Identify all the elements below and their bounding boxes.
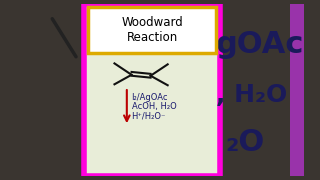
Bar	[84, 4, 220, 176]
Text: , H₂O: , H₂O	[216, 83, 287, 107]
Bar	[88, 7, 216, 53]
Text: AcOH, H₂O: AcOH, H₂O	[132, 102, 176, 111]
Text: I₂/AgOAc: I₂/AgOAc	[132, 93, 168, 102]
Bar	[290, 4, 304, 176]
Text: gOAc: gOAc	[216, 30, 304, 59]
Text: H⁺/H₂O⁻: H⁺/H₂O⁻	[132, 112, 166, 121]
Text: Woodward
Reaction: Woodward Reaction	[121, 16, 183, 44]
Text: ₂O: ₂O	[225, 128, 264, 157]
